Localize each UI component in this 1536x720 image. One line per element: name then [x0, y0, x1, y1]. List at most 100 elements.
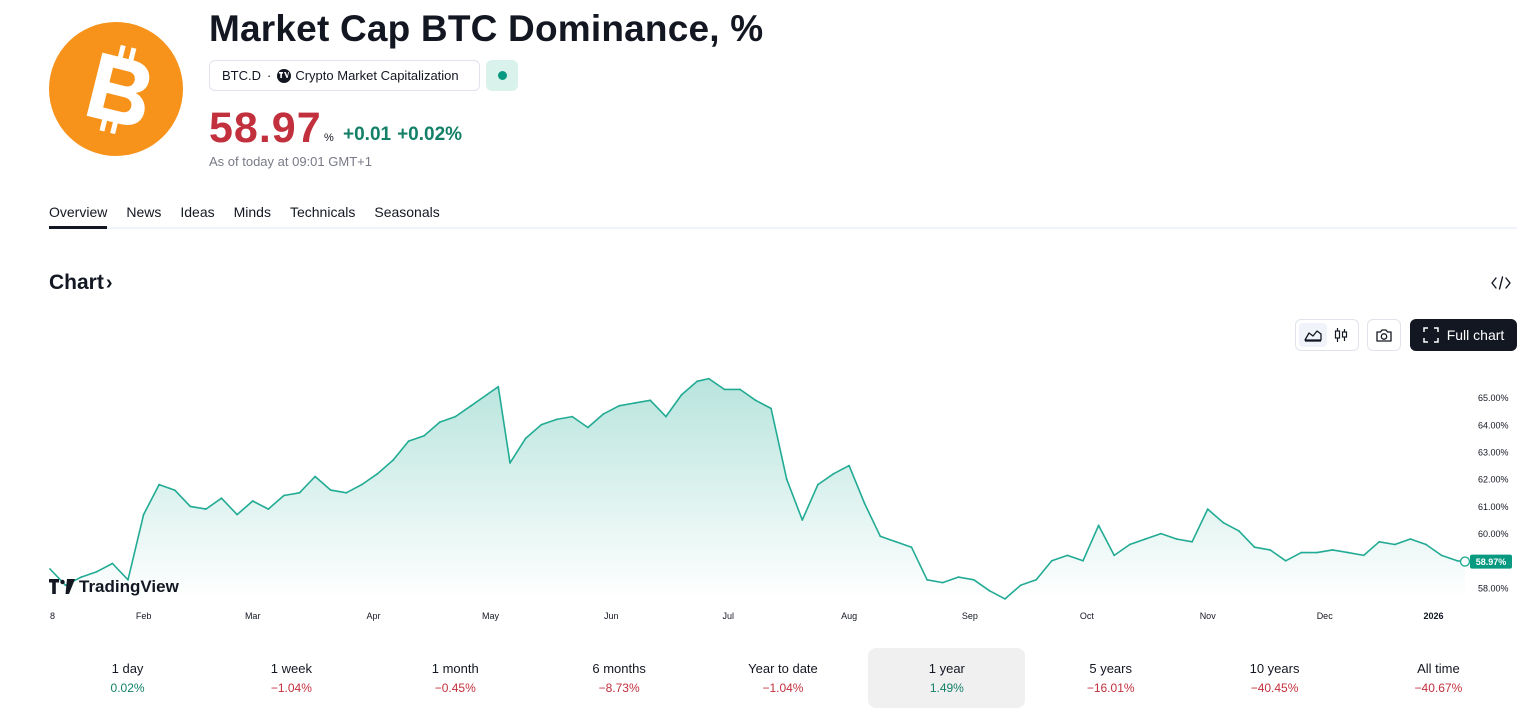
data-point [1362, 554, 1365, 557]
tab-overview[interactable]: Overview [49, 204, 108, 229]
tradingview-watermark: TradingView [49, 577, 179, 597]
data-point [957, 576, 960, 578]
period-value: 1.49% [929, 681, 964, 695]
tab-news[interactable]: News [126, 204, 162, 220]
data-point [1191, 540, 1193, 543]
data-point [1050, 559, 1053, 562]
data-point [785, 478, 788, 481]
period-value: −40.67% [1414, 681, 1463, 695]
tab-ideas[interactable]: Ideas [180, 204, 215, 220]
period-1-day[interactable]: 1 day 0.02% [49, 648, 206, 708]
data-point [696, 380, 698, 383]
data-point [1269, 549, 1271, 551]
data-point [329, 489, 332, 491]
data-point [497, 385, 500, 388]
page-title: Market Cap BTC Dominance, % [209, 8, 764, 49]
code-embed-icon[interactable] [1490, 274, 1512, 292]
period-value: −40.45% [1250, 681, 1299, 695]
period-6-months[interactable]: 6 months −8.73% [541, 648, 698, 708]
data-point [1316, 551, 1318, 554]
tab-technicals[interactable]: Technicals [289, 204, 356, 220]
data-point [485, 394, 488, 396]
tab-seasonals[interactable]: Seasonals [374, 204, 440, 220]
market-status-indicator[interactable] [486, 60, 518, 91]
data-point [142, 513, 145, 516]
x-tick-label: 8 [50, 611, 55, 621]
period-label: 10 years [1249, 661, 1300, 676]
last-point-marker [1459, 556, 1471, 567]
data-point [680, 394, 683, 396]
camera-icon [1376, 328, 1392, 342]
chart-style-toggle [1295, 319, 1359, 351]
period-label: Year to date [748, 661, 818, 676]
period-all-time[interactable]: All time −40.67% [1360, 648, 1517, 708]
data-point [1035, 578, 1038, 581]
full-chart-button[interactable]: Full chart [1410, 319, 1517, 351]
tradingview-logo-icon [49, 579, 75, 594]
data-point [602, 413, 605, 415]
x-tick-label: Nov [1200, 611, 1217, 621]
data-point [707, 377, 710, 380]
fullscreen-icon [1422, 327, 1439, 343]
x-tick-label: Feb [136, 611, 152, 621]
data-point [173, 489, 176, 491]
data-point [80, 576, 83, 578]
period-10-years[interactable]: 10 years −40.45% [1196, 648, 1353, 708]
period-5-years[interactable]: 5 years −16.01% [1032, 648, 1189, 708]
separator-dot: · [267, 68, 272, 83]
source-link[interactable]: Crypto Market Capitalization [295, 68, 459, 83]
period-value: −1.04% [270, 681, 312, 695]
period-1-month[interactable]: 1 month −0.45% [377, 648, 534, 708]
tab-minds[interactable]: Minds [233, 204, 271, 220]
data-point [1440, 554, 1443, 557]
symbol-info-box[interactable]: BTC.D · Crypto Market Capitalization [209, 60, 480, 91]
x-tick-label: Apr [366, 611, 380, 621]
data-point [540, 423, 543, 426]
data-point [1378, 540, 1381, 543]
data-point [236, 513, 239, 516]
performance-periods: 1 day 0.02% 1 week −1.04% 1 month −0.45% 6 … [49, 648, 1517, 708]
chart-title-label: Chart [49, 271, 104, 294]
data-point [1019, 584, 1022, 587]
snapshot-button[interactable] [1367, 319, 1401, 351]
data-point [1284, 559, 1287, 562]
y-tick-label: 58.00% [1478, 584, 1509, 594]
data-point [1222, 521, 1225, 524]
last-value-label: 58.97% [1476, 557, 1507, 567]
data-point [1425, 543, 1427, 546]
x-tick-label: 2026 [1423, 611, 1443, 621]
x-tick-label: Sep [962, 611, 978, 621]
data-point [298, 491, 301, 494]
chart-section-title[interactable]: Chart › [49, 271, 113, 295]
data-point [1253, 546, 1256, 549]
last-value-badge [1470, 554, 1512, 569]
data-point [1004, 598, 1006, 600]
area-chart-button[interactable] [1299, 323, 1327, 347]
data-point [470, 404, 472, 407]
y-tick-label: 60.00% [1478, 529, 1509, 539]
period-1-week[interactable]: 1 week −1.04% [213, 648, 370, 708]
data-point [1300, 551, 1303, 554]
price-area-chart[interactable]: 58.00%59.00%60.00%61.00%62.00%63.00%64.0… [0, 355, 1536, 625]
period-year-to-date[interactable]: Year to date −1.04% [704, 648, 861, 708]
period-value: −16.01% [1086, 681, 1135, 695]
x-tick-label: Jun [604, 611, 619, 621]
candlestick-chart-button[interactable] [1327, 323, 1355, 347]
data-point [1238, 530, 1240, 532]
data-point [770, 407, 772, 410]
data-point [665, 415, 667, 418]
data-point [49, 568, 51, 570]
data-point [801, 519, 804, 521]
data-point [345, 491, 348, 494]
data-point [1456, 559, 1459, 562]
data-point [1082, 559, 1084, 562]
candlestick-icon [1334, 328, 1348, 342]
period-1-year[interactable]: 1 year 1.49% [868, 648, 1026, 708]
x-tick-label: Oct [1080, 611, 1095, 621]
data-point [863, 502, 866, 505]
x-tick-label: Dec [1317, 611, 1334, 621]
data-point [988, 589, 991, 592]
data-point [524, 437, 527, 440]
tradingview-wordmark: TradingView [79, 577, 179, 596]
period-label: 1 day [111, 661, 144, 676]
